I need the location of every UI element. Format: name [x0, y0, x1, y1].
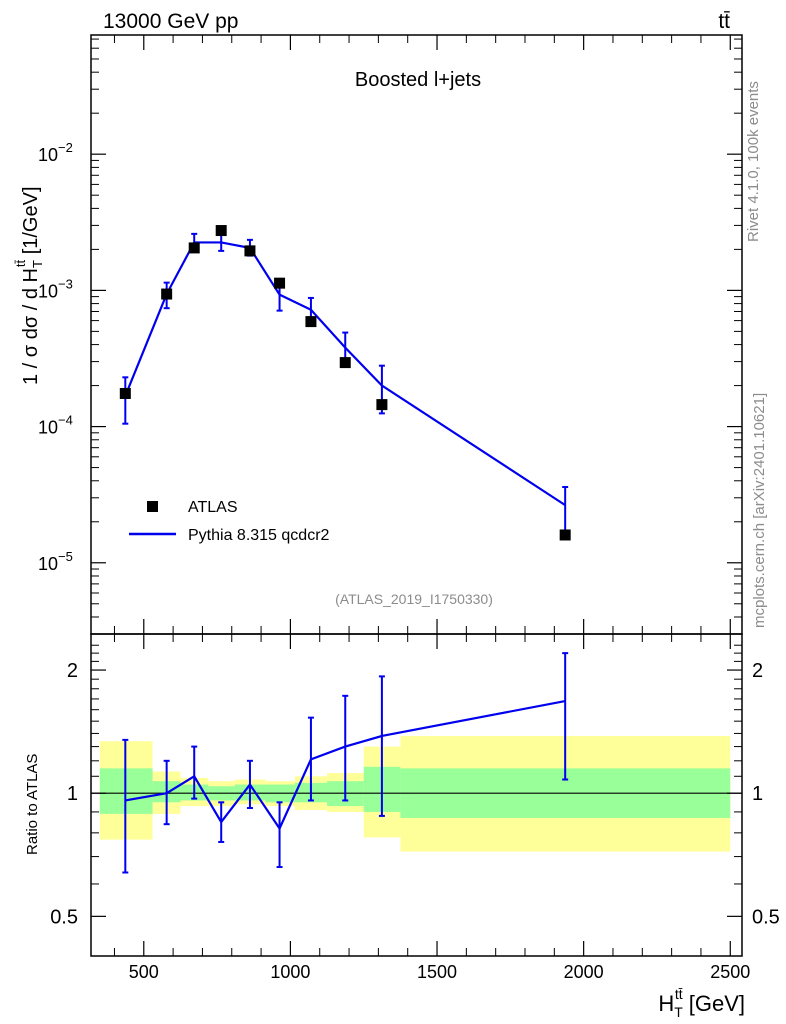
main-y-tick-label: 10−2 [38, 140, 73, 165]
main-mc-series [122, 232, 569, 535]
atlas-data-marker [305, 316, 317, 328]
atlas-data-marker [274, 277, 286, 289]
atlas-data-marker [376, 399, 388, 411]
atlas-data-marker [339, 357, 351, 369]
analysis-tag: (ATLAS_2019_I1750330) [335, 591, 493, 607]
collision-label: 13000 GeV pp [103, 10, 238, 33]
ratio-y-tick-label-right: 2 [752, 660, 763, 682]
atlas-data-marker [244, 245, 256, 257]
atlas-data-marker [119, 387, 131, 399]
atlas-data-marker [161, 288, 173, 300]
ratio-mc-line [125, 699, 566, 831]
x-tick-label: 500 [129, 962, 159, 982]
atlas-data-marker [215, 225, 227, 237]
main-y-tick-label: 10−3 [38, 276, 73, 301]
legend: ATLAS Pythia 8.315 qcdcr2 [129, 499, 330, 544]
main-mc-line [124, 241, 566, 507]
axis-ticks: 500 1000 1500 2000 2500 10−5 10−4 10−3 10−2 0.5 0.… [38, 35, 780, 982]
atlas-data-marker [188, 242, 200, 254]
x-tick-label: 2000 [564, 962, 604, 982]
ratio-mc-series [122, 652, 569, 874]
x-tick-label: 2500 [710, 962, 750, 982]
legend-atlas-marker [147, 501, 158, 512]
ratio-y-tick-label-right: 1 [752, 783, 763, 805]
process-label: tt̄ [718, 10, 730, 33]
atlas-data-marker [559, 529, 571, 541]
ratio-y-tick-label-right: 0.5 [752, 906, 780, 928]
main-y-axis-label: 1 / σ dσ / d HTtt̄ [1/GeV] [13, 186, 45, 385]
ratio-y-axis-label: Ratio to ATLAS [24, 754, 41, 855]
x-tick-label: 1500 [417, 962, 457, 982]
ratio-y-tick-label-left: 1 [67, 783, 78, 805]
ratio-y-tick-label-left: 2 [67, 660, 78, 682]
x-axis-label: HTtt̄ [GeV] [658, 986, 745, 1020]
x-tick-label: 1000 [270, 962, 310, 982]
main-data-series [119, 225, 571, 541]
legend-atlas-label: ATLAS [188, 499, 238, 516]
ratio-y-tick-label-left: 0.5 [50, 906, 78, 928]
legend-pythia-label: Pythia 8.315 qcdcr2 [188, 527, 330, 544]
ratio-panel-frame [90, 633, 743, 957]
rivet-label: Rivet 4.1.0, 100k events [745, 81, 762, 242]
plot-title: Boosted l+jets [355, 69, 481, 91]
main-y-tick-label: 10−5 [38, 549, 73, 574]
main-y-tick-label: 10−4 [38, 413, 73, 438]
mcplots-label: mcplots.cern.ch [arXiv:2401.10621] [751, 393, 768, 628]
main-panel-frame [90, 34, 743, 635]
